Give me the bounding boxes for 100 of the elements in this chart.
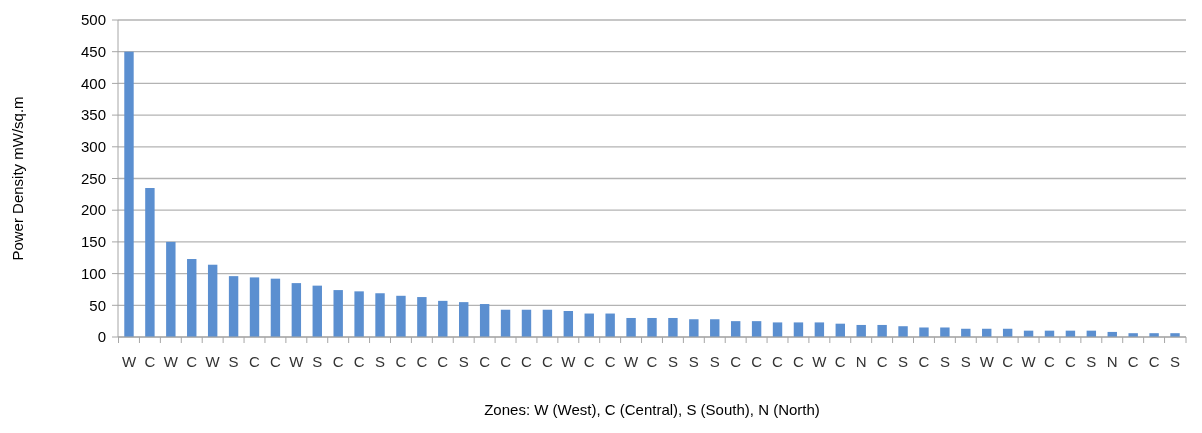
bar [521, 309, 532, 337]
y-tick-label: 450 [80, 42, 106, 60]
x-tick-label: C [834, 353, 846, 370]
x-tick-label: C [751, 353, 763, 370]
x-tick-label: S [312, 353, 323, 370]
y-tick-label: 200 [80, 201, 106, 219]
bar [647, 317, 657, 337]
x-tick-label: S [375, 353, 386, 370]
x-tick-label: C [793, 353, 805, 370]
bar [751, 321, 762, 337]
bar [772, 322, 783, 337]
x-tick-label: C [416, 353, 428, 370]
y-tick-label: 100 [80, 264, 106, 282]
x-tick-label: S [709, 353, 720, 370]
x-tick-label: S [667, 353, 678, 370]
x-tick-label: C [270, 353, 282, 370]
bar [563, 311, 574, 337]
x-tick-label: C [730, 353, 742, 370]
x-tick-label: W [1021, 353, 1037, 370]
y-tick-label: 250 [80, 169, 106, 187]
x-tick-label: C [249, 353, 261, 370]
bar [249, 277, 260, 337]
bar [584, 313, 594, 337]
bar [710, 319, 720, 337]
bar [124, 51, 134, 337]
bar [961, 328, 971, 337]
bar [228, 276, 239, 337]
y-tick-label: 400 [80, 74, 106, 92]
bar [877, 324, 887, 337]
x-tick-label: C [1127, 353, 1139, 370]
bar [919, 327, 929, 337]
x-tick-label: C [1148, 353, 1160, 370]
bar [207, 264, 218, 337]
x-tick-label: C [186, 353, 198, 370]
x-tick-label: N [855, 353, 867, 370]
x-tick-label: W [289, 353, 305, 370]
x-tick-label: W [812, 353, 828, 370]
x-tick-label: C [144, 353, 156, 370]
bar [940, 327, 950, 337]
bar [459, 302, 469, 337]
x-tick-label: W [163, 353, 179, 370]
bar [312, 285, 322, 337]
bar [333, 290, 343, 337]
x-tick-label: C [772, 353, 784, 370]
bar [814, 322, 825, 337]
y-tick-label: 0 [97, 328, 106, 346]
bar [793, 322, 804, 337]
x-tick-label: C [332, 353, 344, 370]
x-tick-label: C [646, 353, 658, 370]
bar [438, 300, 448, 337]
bar [354, 291, 364, 337]
y-axis-title: Power Density mW/sq.m [9, 96, 26, 261]
y-tick-label: 500 [80, 11, 106, 29]
x-tick-label: S [1170, 353, 1181, 370]
x-tick-label: C [918, 353, 930, 370]
bar [500, 309, 511, 337]
bar [689, 319, 699, 337]
x-tick-label: S [228, 353, 239, 370]
y-tick-label: 50 [89, 296, 106, 314]
x-tick-label: S [1086, 353, 1097, 370]
bar [730, 321, 741, 337]
x-tick-label: W [623, 353, 639, 370]
x-tick-label: C [500, 353, 512, 370]
bar [270, 278, 281, 337]
x-tick-label: W [205, 353, 221, 370]
x-tick-label: N [1106, 353, 1118, 370]
bar [145, 188, 155, 337]
y-tick-label: 350 [80, 106, 106, 124]
x-tick-label: W [561, 353, 577, 370]
x-tick-label: W [979, 353, 995, 370]
bar [396, 295, 406, 337]
x-tick-label: C [583, 353, 595, 370]
bar [375, 293, 385, 337]
y-tick-label: 150 [80, 233, 106, 251]
bar [542, 309, 553, 337]
bar [605, 313, 615, 337]
x-tick-label: C [1002, 353, 1014, 370]
x-tick-label: C [437, 353, 449, 370]
bar [856, 324, 866, 337]
x-tick-label: C [395, 353, 407, 370]
x-tick-label: C [1064, 353, 1076, 370]
x-tick-label: C [876, 353, 888, 370]
x-tick-label: W [121, 353, 137, 370]
x-tick-label: S [458, 353, 469, 370]
x-tick-label: C [1044, 353, 1056, 370]
bar [291, 283, 302, 337]
x-tick-label: C [541, 353, 553, 370]
x-tick-label: C [604, 353, 616, 370]
bar [668, 317, 678, 337]
x-tick-label: C [353, 353, 365, 370]
bar [166, 241, 176, 337]
bar [898, 326, 908, 337]
x-tick-label: S [960, 353, 971, 370]
bar [187, 259, 197, 337]
y-tick-label: 300 [80, 138, 106, 156]
x-tick-label: S [898, 353, 909, 370]
x-tick-label: C [521, 353, 533, 370]
bar [479, 304, 490, 337]
bar [417, 297, 427, 337]
x-tick-label: S [688, 353, 699, 370]
